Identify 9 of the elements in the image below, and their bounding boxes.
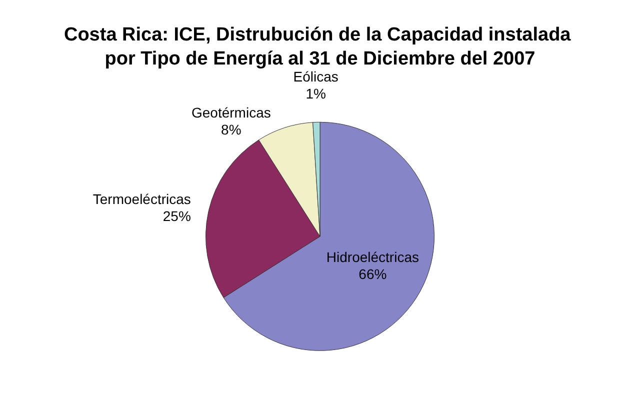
slice-label: Hidroeléctricas	[326, 248, 419, 265]
slice-label: Eólicas	[293, 68, 338, 85]
data-label: 25%	[162, 208, 191, 224]
data-label: 1%	[306, 86, 326, 102]
chart-title: Costa Rica: ICE, Distrubución de la Capacidad instalada por Tipo de Energía al 31 de Diciembre del 2007	[64, 24, 576, 70]
slice-label: Termoeléctricas	[92, 191, 191, 208]
data-label: 8%	[221, 122, 242, 138]
data-label: 66%	[358, 266, 387, 282]
slice-label: Geotérmicas	[191, 104, 271, 121]
